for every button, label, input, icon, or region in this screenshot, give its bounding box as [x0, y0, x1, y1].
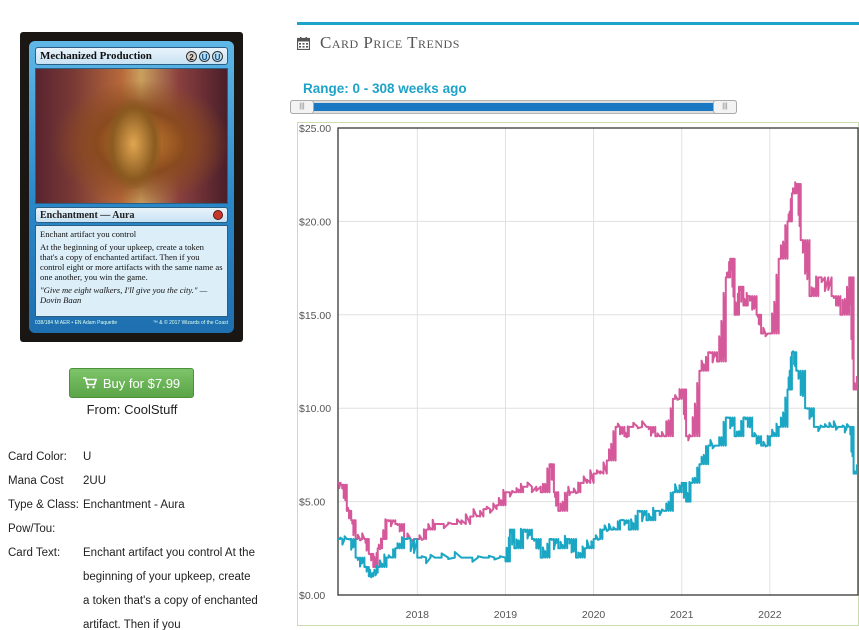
card-flavor-text: "Give me eight walkers, I'll give you th…	[40, 285, 208, 305]
section-title: Card Price Trends	[320, 33, 460, 52]
plot-frame	[337, 127, 859, 596]
detail-row-color: Card Color: U	[8, 445, 258, 469]
set-line: AER • EN	[59, 320, 82, 326]
range-slider[interactable]: ||| |||	[290, 100, 737, 114]
detail-value: Enchant artifact you control At the begi…	[83, 547, 258, 630]
card-footer: 038/184 M AER • EN Adam Paquette ™ & © 2…	[35, 320, 228, 326]
range-slider-max-handle[interactable]: |||	[713, 100, 737, 114]
card-name: Mechanized Production	[40, 50, 152, 62]
x-tick-label: 2022	[758, 609, 782, 621]
price-series-line-2	[338, 350, 858, 579]
price-series-line-1	[338, 181, 858, 568]
price-chart-svg: $0.00 $5.00 $10.00 $15.00 $20.00 $25.00 2018 20…	[297, 122, 859, 626]
mana-symbol-blue: U	[212, 50, 223, 62]
card-text-box: Enchant artifact you control At the begi…	[35, 225, 228, 317]
price-chart[interactable]: $0.00 $5.00 $10.00 $15.00 $20.00 $25.00 2018 20…	[297, 122, 859, 626]
detail-value	[83, 517, 258, 541]
y-tick-label: $25.00	[299, 123, 331, 135]
mana-symbol-blue: U	[199, 50, 210, 62]
collector-number: 038/184 M	[35, 320, 59, 326]
y-tick-label: $20.00	[299, 216, 331, 228]
section-header: Card Price Trends	[297, 33, 460, 53]
section-divider	[297, 22, 859, 25]
x-tick-label: 2021	[670, 609, 694, 621]
range-slider-min-handle[interactable]: |||	[290, 100, 314, 114]
card-image[interactable]: Mechanized Production 2 U U Enchantment …	[20, 32, 243, 342]
buy-button-label: Buy for $7.99	[102, 375, 181, 391]
y-tick-label: $5.00	[299, 497, 325, 509]
card-frame: Mechanized Production 2 U U Enchantment …	[29, 41, 234, 333]
mana-cost-symbols: 2 U U	[186, 50, 223, 62]
range-label: Range: 0 - 308 weeks ago	[303, 81, 467, 96]
detail-row-type: Type & Class: Enchantment - Aura	[8, 493, 258, 517]
x-tick-label: 2018	[406, 609, 430, 621]
card-title-bar: Mechanized Production 2 U U	[35, 47, 228, 65]
detail-label: Card Text:	[8, 547, 61, 559]
y-tick-label: $10.00	[299, 403, 331, 415]
card-artwork	[35, 68, 228, 204]
y-tick-label: $0.00	[299, 590, 325, 602]
range-slider-fill	[301, 103, 726, 111]
card-details: Card Color: U Mana Cost 2UU Type & Class…	[8, 445, 258, 630]
vendor-line: From: CoolStuff	[86, 402, 178, 417]
detail-label: Type & Class:	[8, 499, 79, 511]
artist-name: Adam Paquette	[82, 320, 118, 326]
detail-value: Enchantment - Aura	[83, 499, 185, 511]
detail-row-pow-tou: Pow/Tou:	[8, 517, 258, 541]
calendar-icon	[297, 36, 310, 50]
x-tick-label: 2020	[582, 609, 606, 621]
mana-symbol-generic: 2	[186, 50, 197, 62]
set-symbol-icon	[213, 210, 223, 220]
card-rules-line: Enchant artifact you control	[40, 229, 137, 239]
detail-label: Card Color:	[8, 451, 67, 463]
detail-value: 2UU	[83, 475, 107, 487]
cart-icon	[82, 377, 97, 389]
card-type-line: Enchantment — Aura	[40, 209, 135, 221]
detail-value: U	[83, 451, 92, 463]
detail-row-mana-cost: Mana Cost 2UU	[8, 469, 258, 493]
chart-border	[297, 122, 859, 626]
x-tick-label: 2019	[494, 609, 518, 621]
detail-row-card-text: Card Text: Enchant artifact you control …	[8, 541, 258, 630]
buy-button[interactable]: Buy for $7.99	[69, 368, 194, 398]
copyright-text: ™ & © 2017 Wizards of the Coast	[152, 320, 228, 326]
detail-label: Pow/Tou:	[8, 523, 56, 535]
card-type-bar: Enchantment — Aura	[35, 207, 228, 223]
detail-label: Mana Cost	[8, 475, 64, 487]
y-tick-label: $15.00	[299, 310, 331, 322]
card-rules-line: At the beginning of your upkeep, create …	[40, 242, 223, 282]
